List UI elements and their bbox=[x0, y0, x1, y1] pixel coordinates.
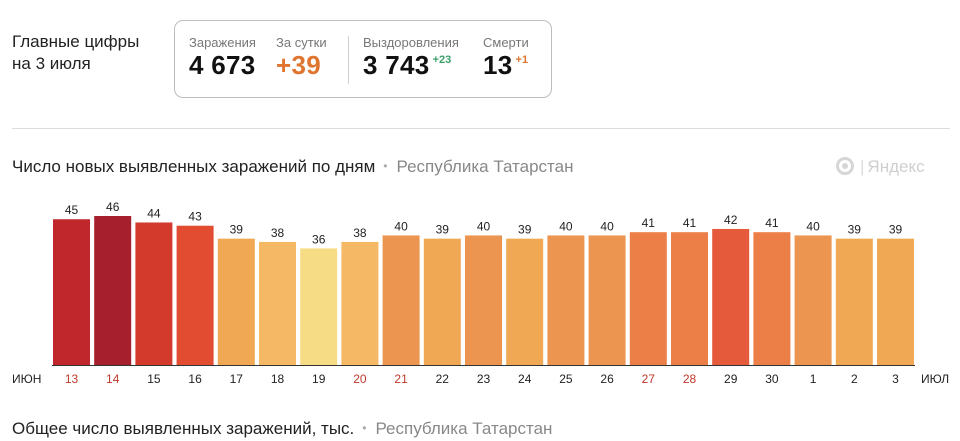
page-title: Главные цифры на 3 июля bbox=[12, 31, 139, 75]
tick-label-20: 20 bbox=[353, 372, 367, 386]
bar-16 bbox=[176, 225, 214, 365]
data-label-13: 45 bbox=[65, 203, 79, 217]
stats-divider bbox=[348, 36, 349, 84]
data-label-22: 39 bbox=[436, 223, 450, 237]
tick-label-1: 1 bbox=[810, 372, 817, 386]
recovered-value: 3 743 bbox=[363, 50, 430, 80]
tick-label-24: 24 bbox=[518, 372, 532, 386]
data-label-30: 41 bbox=[765, 216, 779, 230]
data-label-21: 40 bbox=[394, 219, 408, 233]
data-label-26: 40 bbox=[600, 219, 614, 233]
data-label-28: 41 bbox=[683, 216, 697, 230]
tick-label-25: 25 bbox=[559, 372, 573, 386]
data-label-27: 41 bbox=[642, 216, 656, 230]
bar-30 bbox=[753, 232, 791, 365]
chart-title-separator: • bbox=[383, 159, 388, 173]
page-title-line-1: Главные цифры bbox=[12, 32, 140, 51]
data-label-2: 39 bbox=[848, 223, 862, 237]
chart-title: Число новых выявленных заражений по дням… bbox=[12, 157, 573, 177]
tick-label-22: 22 bbox=[436, 372, 450, 386]
month-label-end: ИЮЛ bbox=[921, 372, 949, 386]
brand-name: Яндекс bbox=[867, 157, 925, 176]
deaths-value: 13 bbox=[483, 50, 513, 80]
tick-label-30: 30 bbox=[765, 372, 779, 386]
data-label-24: 39 bbox=[518, 223, 532, 237]
data-label-16: 43 bbox=[188, 210, 202, 224]
tick-label-21: 21 bbox=[394, 372, 408, 386]
data-label-18: 38 bbox=[271, 226, 285, 240]
bar-14 bbox=[94, 216, 132, 365]
bar-26 bbox=[588, 235, 626, 365]
tick-label-17: 17 bbox=[230, 372, 244, 386]
tick-label-29: 29 bbox=[724, 372, 738, 386]
yandex-logo-icon bbox=[836, 157, 854, 175]
bar-3 bbox=[877, 238, 914, 365]
bar-13 bbox=[53, 219, 90, 365]
data-label-23: 40 bbox=[477, 219, 491, 233]
tick-label-19: 19 bbox=[312, 372, 326, 386]
bar-23 bbox=[465, 235, 502, 365]
bar-15 bbox=[135, 222, 173, 365]
next-chart-title: Общее число выявленных заражений, тыс. • Р… bbox=[12, 419, 552, 439]
stat-deaths: Смерти 13 +1 bbox=[483, 35, 529, 81]
stats-card: Заражения 4 673 За сутки +39 Выздоровлен… bbox=[174, 20, 552, 98]
stat-recovered: Выздоровления 3 743 +23 bbox=[363, 35, 459, 81]
tick-label-3: 3 bbox=[892, 372, 899, 386]
bar-27 bbox=[629, 232, 667, 365]
data-label-3: 39 bbox=[889, 223, 903, 237]
bar-20 bbox=[341, 241, 379, 365]
per-day-value: +39 bbox=[276, 50, 322, 80]
bar-28 bbox=[671, 232, 708, 365]
data-label-14: 46 bbox=[106, 200, 120, 214]
bar-19 bbox=[300, 248, 338, 365]
per-day-label: За сутки bbox=[276, 35, 327, 50]
bar-25 bbox=[547, 235, 585, 365]
page-title-line-2: на 3 июля bbox=[12, 54, 91, 73]
brand-separator: | bbox=[860, 157, 865, 176]
yandex-brand: | Яндекс bbox=[836, 157, 925, 177]
next-chart-title-separator: • bbox=[362, 421, 367, 435]
tick-label-23: 23 bbox=[477, 372, 491, 386]
data-label-1: 40 bbox=[806, 219, 820, 233]
data-label-20: 38 bbox=[353, 226, 367, 240]
chart-title-text: Число новых выявленных заражений по дням bbox=[12, 157, 376, 176]
tick-label-2: 2 bbox=[851, 372, 858, 386]
bar-21 bbox=[382, 235, 420, 365]
stat-infections: Заражения 4 673 bbox=[189, 35, 256, 81]
recovered-label: Выздоровления bbox=[363, 35, 459, 50]
next-chart-title-text: Общее число выявленных заражений, тыс. bbox=[12, 419, 355, 438]
stat-per-day: За сутки +39 bbox=[276, 35, 327, 81]
bar-18 bbox=[259, 241, 296, 365]
tick-label-18: 18 bbox=[271, 372, 285, 386]
chart-title-region: Республика Татарстан bbox=[396, 157, 574, 176]
data-label-25: 40 bbox=[559, 219, 573, 233]
infections-value: 4 673 bbox=[189, 50, 256, 80]
data-label-19: 36 bbox=[312, 232, 326, 246]
tick-label-26: 26 bbox=[600, 372, 614, 386]
deaths-label: Смерти bbox=[483, 35, 529, 50]
tick-label-16: 16 bbox=[188, 372, 202, 386]
bar-17 bbox=[217, 238, 255, 365]
tick-label-14: 14 bbox=[106, 372, 120, 386]
bar-1 bbox=[794, 235, 832, 365]
recovered-delta: +23 bbox=[432, 54, 452, 66]
deaths-delta: +1 bbox=[515, 54, 529, 66]
data-label-15: 44 bbox=[147, 206, 161, 220]
month-label-start: ИЮН bbox=[12, 372, 41, 386]
tick-label-28: 28 bbox=[683, 372, 697, 386]
bar-2 bbox=[835, 238, 873, 365]
tick-label-13: 13 bbox=[65, 372, 79, 386]
data-label-17: 39 bbox=[230, 223, 244, 237]
tick-label-27: 27 bbox=[642, 372, 656, 386]
next-chart-title-region: Республика Татарстан bbox=[375, 419, 553, 438]
tick-label-15: 15 bbox=[147, 372, 161, 386]
bar-22 bbox=[423, 238, 461, 365]
bar-24 bbox=[506, 238, 544, 365]
infections-label: Заражения bbox=[189, 35, 256, 50]
data-label-29: 42 bbox=[724, 213, 738, 227]
section-divider bbox=[12, 128, 950, 129]
bar-29 bbox=[712, 228, 750, 365]
